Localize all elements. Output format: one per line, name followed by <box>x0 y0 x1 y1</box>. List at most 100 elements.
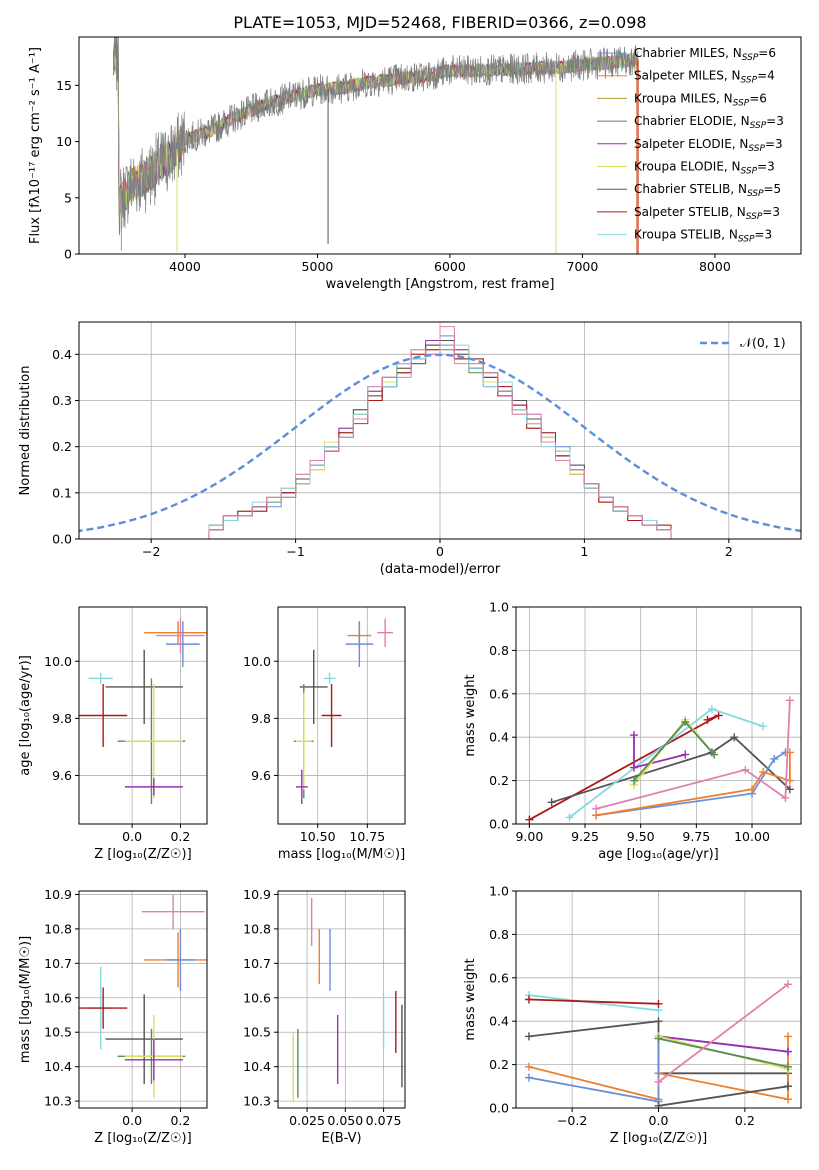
weight-marker <box>592 804 601 813</box>
weight-marker <box>770 754 779 763</box>
weight-marker <box>681 750 690 759</box>
weight-marker <box>784 1082 793 1091</box>
weight-marker <box>748 785 757 794</box>
weight-series-line <box>658 1035 789 1053</box>
axes-frame <box>78 606 208 825</box>
x-tick-label: 0.2 <box>170 1113 190 1128</box>
y-tick-label: 0.2 <box>489 773 509 788</box>
weight-marker <box>654 999 663 1008</box>
weight-marker <box>784 980 793 989</box>
x-tick-label: 0.0 <box>649 1113 669 1128</box>
weight-marker <box>785 696 794 705</box>
plot-area <box>79 894 207 1098</box>
weight-marker <box>654 1101 663 1108</box>
axes-frame <box>515 606 802 825</box>
weight-marker <box>547 798 556 807</box>
weight-series-line <box>596 751 786 817</box>
y-tick-label: 0.4 <box>489 1014 509 1029</box>
x-tick-label: 1 <box>580 544 588 559</box>
y-tick-label: 10.0 <box>243 654 271 669</box>
plot-area <box>112 37 639 254</box>
y-tick-label: 9.6 <box>52 768 72 783</box>
weight-series-line <box>528 994 659 1012</box>
x-tick-label: 10.00 <box>734 829 770 844</box>
x-tick-label: 0 <box>436 544 444 559</box>
y-tick-label: 0.0 <box>489 817 509 832</box>
weight-marker <box>654 1017 663 1026</box>
weight-marker <box>784 1032 793 1041</box>
plot-area <box>292 897 403 1102</box>
y-axis-label: Normed distribution <box>18 366 33 496</box>
weight-series-line <box>568 707 764 819</box>
legend-label-sub: SSP <box>741 167 758 177</box>
weight-marker <box>524 1062 533 1071</box>
weight-marker <box>714 711 723 720</box>
weight-series-line <box>551 736 791 804</box>
x-tick-label: 5000 <box>302 259 334 274</box>
x-axis-label: E(B-V) <box>321 1131 361 1146</box>
age-vs-mass-panel: 10.50 10.75 9.6 9.8 10.0 mass [log₁₀(M/M☉)] <box>243 606 406 862</box>
legend-label: Kroupa STELIB, NSSP=3 <box>634 228 772 245</box>
x-tick-label: 8000 <box>699 259 731 274</box>
y-tick-label: 0.3 <box>52 393 72 408</box>
y-axis-label: mass weight <box>463 958 478 1040</box>
legend-label-text: Chabrier STELIB, N <box>634 182 747 196</box>
legend-label-text: Salpeter ELODIE, N <box>634 137 748 151</box>
weight-series-line <box>528 998 659 1005</box>
y-tick-label: 0.4 <box>52 347 72 362</box>
legend-label: Salpeter MILES, NSSP=4 <box>634 69 775 86</box>
axes-frame <box>78 36 802 255</box>
y-tick-label: 10.5 <box>44 1025 72 1040</box>
weight-marker <box>707 704 716 713</box>
x-axis-label: Z [log₁₀(Z/Z☉)] <box>610 1131 707 1146</box>
x-axis-label: (data-model)/error <box>380 562 501 577</box>
y-tick-label: 10.4 <box>243 1059 271 1074</box>
weight-marker <box>630 763 639 772</box>
x-tick-label: 9.00 <box>515 829 543 844</box>
x-tick-label: −1 <box>286 544 304 559</box>
legend-label-sub: SSP <box>748 144 765 154</box>
spectrum-legend: Chabrier MILES, NSSP=6 Salpeter MILES, NS… <box>597 46 784 245</box>
weight-marker <box>524 995 533 1004</box>
legend-label-text: Kroupa MILES, N <box>634 91 733 105</box>
plot-area <box>525 696 794 824</box>
x-tick-label: 2 <box>725 544 733 559</box>
weight-series-line <box>658 1085 789 1107</box>
y-tick-label: 10.3 <box>44 1094 72 1109</box>
weight-marker <box>759 722 768 731</box>
weight-series-line <box>528 714 720 821</box>
y-tick-label: 0.0 <box>52 532 72 547</box>
y-tick-label: 10.9 <box>44 887 72 902</box>
legend-label-text: Salpeter STELIB, N <box>634 205 746 219</box>
legend-label: Salpeter STELIB, NSSP=3 <box>634 205 780 222</box>
legend-label: Kroupa ELODIE, NSSP=3 <box>634 160 775 177</box>
weight-series-line <box>633 718 715 786</box>
x-axis-label: age [log₁₀(age/yr)] <box>598 847 719 862</box>
weight-marker <box>784 1095 793 1104</box>
weight-marker <box>654 1034 663 1043</box>
axes-frame <box>78 890 208 1109</box>
y-axis-label: age [log₁₀(age/yr)] <box>18 655 33 776</box>
y-tick-label: 9.8 <box>251 711 271 726</box>
x-tick-label: 0.0 <box>122 1113 142 1128</box>
weight-vs-metallicity-panel: −0.2 0.0 0.2 0.0 0.2 0.4 0.6 0.8 1.0 Z [log₁₀(Z/Z… <box>463 884 802 1146</box>
weight-marker <box>630 731 639 740</box>
weight-marker <box>730 733 739 742</box>
y-tick-label: 0.6 <box>489 686 509 701</box>
y-tick-label: 10.4 <box>44 1059 72 1074</box>
legend-label-text: Chabrier MILES, N <box>634 46 742 60</box>
x-tick-label: 7000 <box>567 259 599 274</box>
x-tick-label: −0.2 <box>557 1113 587 1128</box>
axes-frame <box>277 606 406 825</box>
weight-marker <box>654 1077 663 1086</box>
y-tick-label: 10.9 <box>243 887 271 902</box>
legend-label: Chabrier MILES, NSSP=6 <box>634 46 776 63</box>
weight-series-line <box>658 1037 789 1068</box>
x-tick-label: 0.075 <box>366 1113 402 1128</box>
legend-label-tail: =5 <box>764 182 782 196</box>
weight-marker <box>784 1047 793 1056</box>
x-tick-label: 0.025 <box>289 1113 325 1128</box>
legend-label-tail: =3 <box>765 137 783 151</box>
x-tick-label: 4000 <box>169 259 201 274</box>
